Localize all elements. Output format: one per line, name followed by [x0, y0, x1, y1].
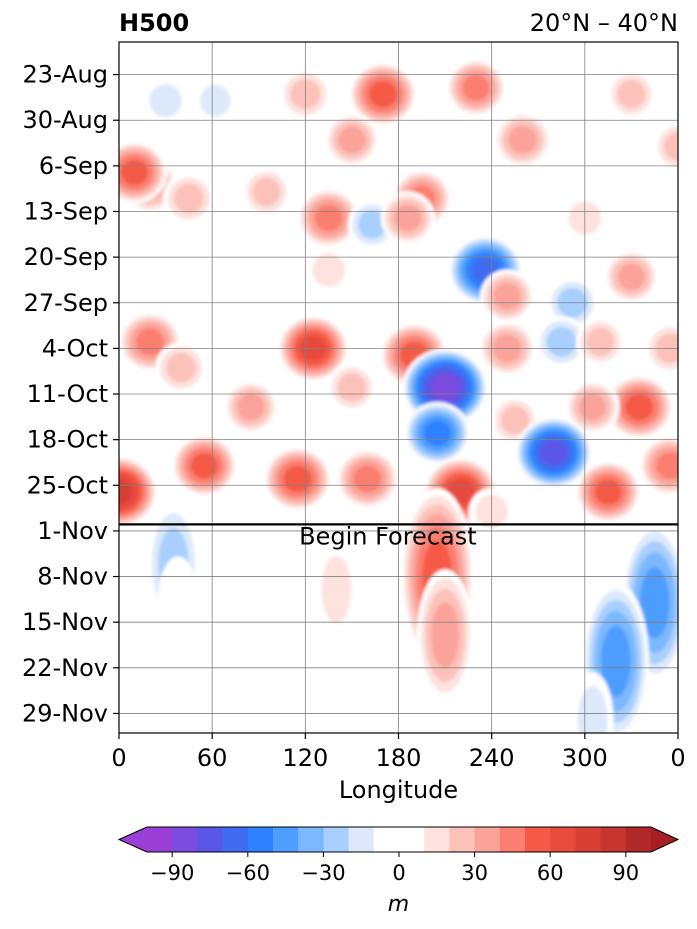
colorbar-segment: [247, 827, 274, 852]
chart-title: H500: [119, 9, 189, 37]
anomaly-blob: [535, 316, 588, 368]
colorbar-tick-label: 90: [612, 861, 639, 885]
y-tick-label: 25-Oct: [27, 471, 108, 499]
colorbar-segment: [499, 827, 526, 852]
colorbar-segment: [222, 827, 249, 852]
anomaly-blob: [171, 434, 238, 497]
colorbar-segment: [197, 827, 224, 852]
y-tick-label: 30-Aug: [22, 106, 108, 134]
colorbar-segment: [348, 827, 375, 852]
anomaly-blob: [607, 69, 656, 119]
y-tick-label: 29-Nov: [22, 699, 108, 727]
anomaly-blob: [327, 362, 377, 413]
anomaly-blob: [494, 111, 552, 168]
anomaly-blob: [487, 552, 527, 640]
x-tick-label: 240: [469, 744, 515, 772]
anomaly-blob: [315, 541, 358, 638]
anomaly-blob: [193, 78, 237, 124]
anomaly-blob: [575, 460, 641, 524]
anomaly-blob: [446, 58, 507, 117]
chart-region-label: 20°N – 40°N: [530, 9, 678, 37]
anomaly-blob: [479, 269, 535, 324]
y-tick-label: 27-Sep: [24, 289, 108, 317]
colorbar-segment: [575, 827, 602, 852]
colorbar-segment: [147, 827, 173, 852]
anomaly-blob: [380, 191, 436, 245]
x-tick-label: 0: [670, 744, 685, 772]
y-tick-label: 11-Oct: [27, 380, 108, 408]
colorbar-segment: [399, 827, 425, 852]
anomaly-blob: [119, 141, 168, 204]
anomaly-blob: [653, 121, 678, 171]
colorbar-segment: [298, 827, 324, 852]
colorbar-segment: [424, 827, 450, 852]
grid-lines: [119, 42, 678, 733]
x-axis-label: Longitude: [339, 776, 458, 804]
colorbar-tick-label: 60: [537, 861, 564, 885]
y-tick-label: 18-Oct: [27, 426, 108, 454]
colorbar-segment: [323, 827, 350, 852]
anomaly-blob: [417, 569, 474, 702]
colorbar-outline: [117, 826, 680, 853]
anomaly-blob: [163, 172, 215, 225]
x-tick-label: 120: [282, 744, 328, 772]
anomaly-blob: [223, 380, 279, 434]
y-tick-label: 6-Sep: [39, 152, 108, 180]
y-tick-label: 8-Nov: [37, 563, 108, 591]
colorbar-tick-label: 0: [392, 861, 405, 885]
anomaly-blob: [305, 246, 352, 294]
colorbar-tick-label: 30: [461, 861, 488, 885]
anomaly-blob: [199, 608, 241, 701]
y-tick-label: 13-Sep: [24, 197, 108, 225]
x-tick-label: 300: [562, 744, 608, 772]
y-tick-label: 23-Aug: [22, 61, 108, 89]
anomaly-blob: [324, 112, 380, 167]
begin-forecast-label: Begin Forecast: [299, 522, 477, 550]
anomaly-blob: [480, 630, 519, 718]
colorbar-tick-label: −30: [301, 861, 345, 885]
anomaly-blob: [575, 317, 625, 367]
anomaly-blob: [515, 417, 593, 489]
anomaly-blob: [242, 167, 291, 217]
anomaly-field: [119, 42, 678, 733]
x-tick-label: 0: [111, 744, 126, 772]
colorbar-segment: [550, 827, 576, 852]
anomaly-blob: [155, 342, 207, 394]
y-tick-label: 22-Nov: [22, 654, 108, 682]
x-tick-label: 60: [197, 744, 228, 772]
colorbar-segment: [525, 827, 551, 852]
anomaly-blob: [348, 61, 418, 127]
colorbar-segment: [474, 827, 501, 852]
colorbar-segment: [449, 827, 476, 852]
colorbar-extend-low: [119, 827, 147, 852]
y-axis: 23-Aug 30-Aug 6-Sep 13-Sep 20-Sep 27-Sep 4-Oct…: [22, 61, 119, 727]
colorbar: −90 −60 −30 0 30 60 90: [117, 826, 680, 885]
anomaly-blob: [142, 77, 189, 125]
anomaly-blob: [404, 401, 471, 465]
colorbar-extend-high: [651, 827, 678, 852]
colorbar-segment: [172, 827, 198, 852]
anomaly-blob: [336, 448, 399, 509]
colorbar-segment: [625, 827, 652, 852]
anomaly-blob: [157, 556, 199, 649]
anomaly-blob: [638, 435, 678, 496]
colorbar-segment: [600, 827, 627, 852]
colorbar-label: m: [388, 892, 409, 917]
anomaly-blob: [119, 456, 158, 528]
y-tick-label: 20-Sep: [24, 243, 108, 271]
colorbar-segment: [273, 827, 299, 852]
x-axis: 0 60 120 180 240 300 0: [111, 733, 686, 772]
colorbar-tick-label: −90: [150, 861, 194, 885]
colorbar-tick-label: −60: [226, 861, 270, 885]
y-tick-label: 15-Nov: [22, 608, 108, 636]
y-tick-label: 4-Oct: [42, 334, 108, 362]
x-tick-label: 180: [376, 744, 422, 772]
y-tick-label: 1-Nov: [37, 517, 108, 545]
anomaly-blob: [604, 249, 659, 304]
colorbar-segment: [373, 827, 400, 852]
anomaly-blob: [263, 446, 332, 512]
